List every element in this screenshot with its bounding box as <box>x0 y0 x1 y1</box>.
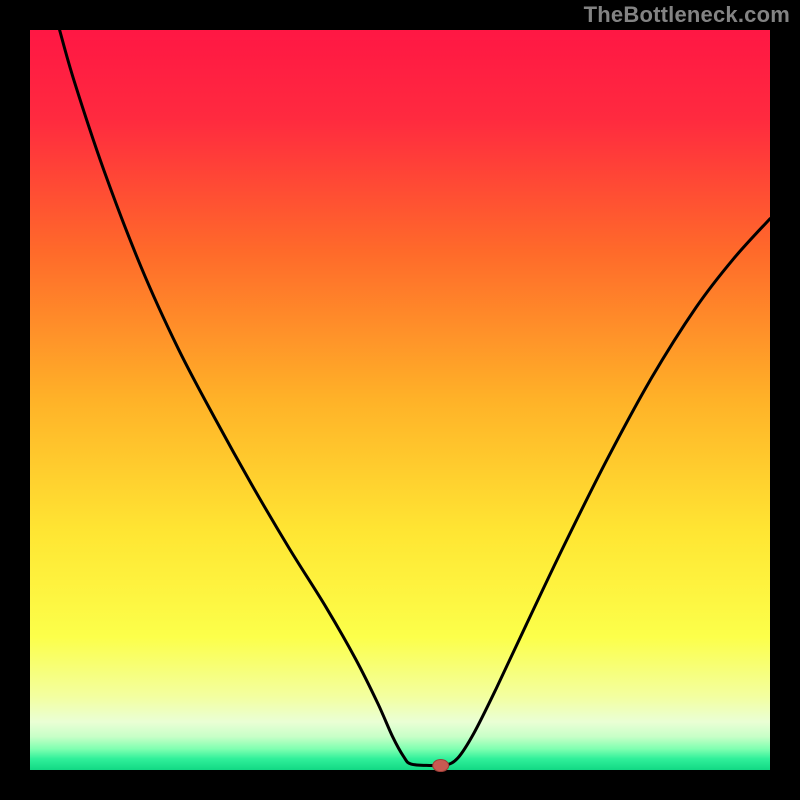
chart-container: TheBottleneck.com <box>0 0 800 800</box>
optimum-marker <box>433 760 449 772</box>
bottleneck-chart <box>0 0 800 800</box>
plot-background <box>30 30 770 770</box>
watermark-label: TheBottleneck.com <box>584 2 790 28</box>
